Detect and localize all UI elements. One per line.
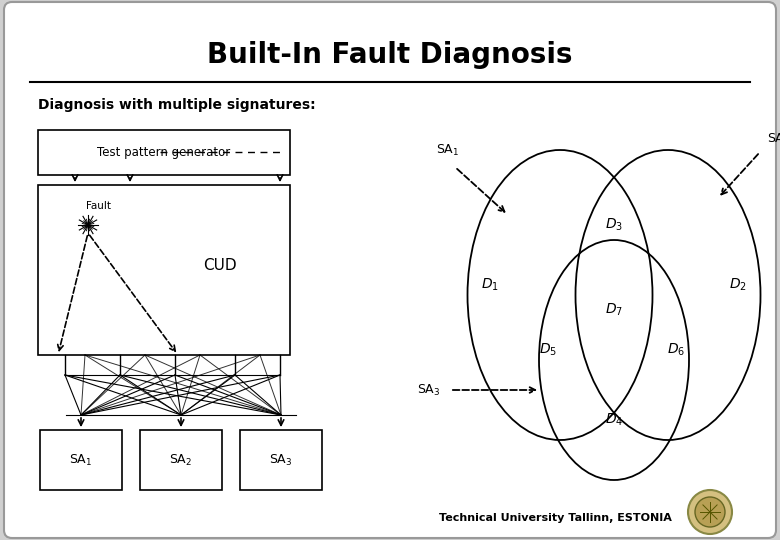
Text: Test pattern generator: Test pattern generator: [98, 146, 231, 159]
Text: SA$_3$: SA$_3$: [269, 453, 292, 468]
Text: SA$_1$: SA$_1$: [69, 453, 93, 468]
FancyBboxPatch shape: [140, 430, 222, 490]
Text: Built-In Fault Diagnosis: Built-In Fault Diagnosis: [207, 41, 573, 69]
Text: $D_6$: $D_6$: [667, 342, 685, 358]
Text: SA$_2$: SA$_2$: [169, 453, 193, 468]
Text: $D_1$: $D_1$: [481, 277, 499, 293]
FancyBboxPatch shape: [38, 185, 290, 355]
Text: SA$_3$: SA$_3$: [417, 382, 440, 397]
Text: $D_4$: $D_4$: [604, 412, 623, 428]
Text: Technical University Tallinn, ESTONIA: Technical University Tallinn, ESTONIA: [438, 513, 672, 523]
Text: Fault: Fault: [86, 201, 111, 211]
Circle shape: [688, 490, 732, 534]
Circle shape: [695, 497, 725, 527]
FancyBboxPatch shape: [240, 430, 322, 490]
Text: SA$_1$: SA$_1$: [436, 143, 459, 158]
Text: SA$_2$: SA$_2$: [767, 132, 780, 147]
FancyBboxPatch shape: [40, 430, 122, 490]
Text: $D_3$: $D_3$: [605, 217, 623, 233]
Text: Diagnosis with multiple signatures:: Diagnosis with multiple signatures:: [38, 98, 316, 112]
Text: CUD: CUD: [203, 258, 237, 273]
FancyBboxPatch shape: [38, 130, 290, 175]
FancyBboxPatch shape: [4, 2, 776, 538]
Text: $D_5$: $D_5$: [539, 342, 557, 358]
Text: $D_7$: $D_7$: [605, 302, 623, 318]
Text: $D_2$: $D_2$: [729, 277, 747, 293]
